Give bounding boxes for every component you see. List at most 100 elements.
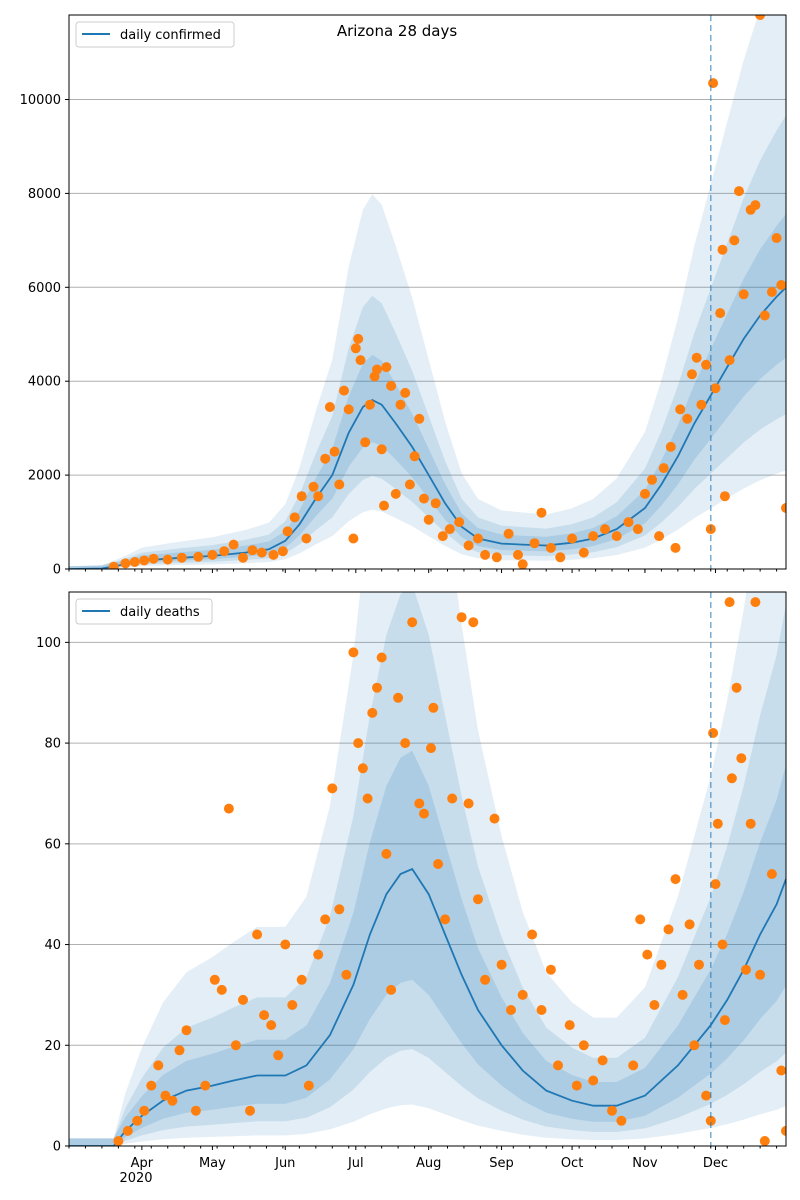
deaths-data-point [755,969,766,980]
deaths-data-point [348,647,359,658]
confirmed-data-point [334,479,345,490]
deaths-data-point [571,1080,582,1091]
confirmed-band-2 [69,115,786,569]
deaths-data-point [303,1080,314,1091]
deaths-data-point [736,753,747,764]
confirmed-data-point [437,531,448,542]
confirmed-data-point [395,399,406,410]
deaths-band-1 [69,592,786,1146]
confirmed-data-point [379,500,389,511]
deaths-data-point [419,808,429,819]
deaths-data-point [468,617,479,628]
deaths-data-point [113,1136,124,1146]
confirmed-points [108,15,786,569]
deaths-data-point [381,848,392,859]
deaths-data-point [139,1105,150,1116]
confirmed-data-point [247,545,258,556]
confirmed-y-tick-label: 6000 [28,281,61,296]
deaths-data-point [414,798,425,809]
confirmed-data-point [193,551,204,562]
deaths-data-point [473,894,483,905]
confirmed-data-point [480,549,491,560]
confirmed-data-point [682,413,693,424]
deaths-data-point [313,949,324,960]
deaths-data-point [426,743,436,754]
confirmed-data-point [238,552,248,563]
deaths-data-point [776,1065,786,1076]
confirmed-data-point [729,235,740,246]
confirmed-data-point [162,554,173,565]
deaths-data-point [536,1005,547,1015]
deaths-data-point [122,1125,133,1136]
deaths-data-point [745,818,756,829]
deaths-data-point [174,1045,185,1056]
x-tick-label-jul: Jul [347,1156,364,1171]
confirmed-data-point [463,540,474,551]
confirmed-x-ticks [68,569,778,573]
deaths-x-ticks: Apr May Jun Jul Aug Sep Oct Nov Dec [68,1146,778,1171]
deaths-data-point [545,964,556,975]
confirmed-data-point [781,503,786,513]
deaths-data-point [341,969,352,980]
confirmed-data-point [129,557,140,567]
confirmed-data-point [654,531,665,542]
confirmed-data-point [717,244,728,255]
confirmed-data-point [108,561,119,569]
confirmed-data-point [364,399,375,410]
deaths-data-point [616,1115,627,1126]
deaths-data-point [216,984,227,995]
confirmed-data-point [708,78,719,89]
confirmed-data-point [611,531,622,542]
confirmed-data-point [555,552,566,563]
chart-title: Arizona 28 days [337,22,458,40]
confirmed-data-point [771,233,782,243]
confirmed-data-point [738,289,749,300]
deaths-y-tick-label: 100 [36,636,61,651]
deaths-data-point [273,1050,284,1061]
confirmed-data-point [350,343,361,354]
deaths-data-point [506,1005,516,1015]
confirmed-uncertainty-bands [69,15,786,569]
confirmed-data-point [724,355,735,366]
confirmed-data-point [289,512,300,523]
confirmed-data-point [759,310,770,321]
x-tick-label-jun: Jun [274,1156,295,1171]
confirmed-y-tick-label: 10000 [20,93,61,108]
confirmed-data-point [454,517,465,528]
deaths-data-point [496,959,507,970]
confirmed-y-tick-label: 8000 [28,187,61,202]
deaths-data-point [160,1090,171,1101]
deaths-data-point [517,989,528,1000]
confirmed-data-point [715,308,726,319]
confirmed-data-point [386,380,397,391]
deaths-data-point [238,994,248,1005]
deaths-data-point [710,879,721,890]
deaths-data-point [684,919,695,930]
confirmed-data-point [578,547,589,558]
deaths-data-point [376,652,387,663]
confirmed-data-point [567,533,578,544]
confirmed-data-point [219,546,230,557]
confirmed-data-point [360,437,371,448]
deaths-data-point [153,1060,164,1071]
legend-label-deaths: daily deaths [120,605,200,620]
deaths-data-point [628,1060,639,1071]
deaths-data-point [440,914,451,925]
confirmed-data-point [256,547,267,558]
confirmed-data-point [348,533,359,544]
deaths-data-point [717,939,728,950]
deaths-y-tick-label: 60 [44,837,61,852]
deaths-data-point [489,813,500,824]
deaths-data-point [527,929,538,940]
x-tick-label-nov: Nov [632,1156,658,1171]
confirmed-data-point [600,524,610,535]
deaths-data-point [146,1080,157,1091]
deaths-y-tick-label: 40 [44,938,61,953]
confirmed-data-point [120,558,131,569]
confirmed-data-point [545,542,556,553]
deaths-data-point [708,728,719,738]
deaths-data-point [597,1055,608,1066]
confirmed-data-point [329,446,340,457]
confirmed-band-1 [69,15,786,569]
confirmed-data-point [301,533,312,544]
